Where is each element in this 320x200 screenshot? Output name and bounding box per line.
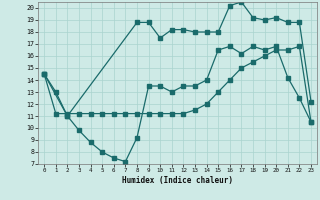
X-axis label: Humidex (Indice chaleur): Humidex (Indice chaleur) bbox=[122, 176, 233, 185]
